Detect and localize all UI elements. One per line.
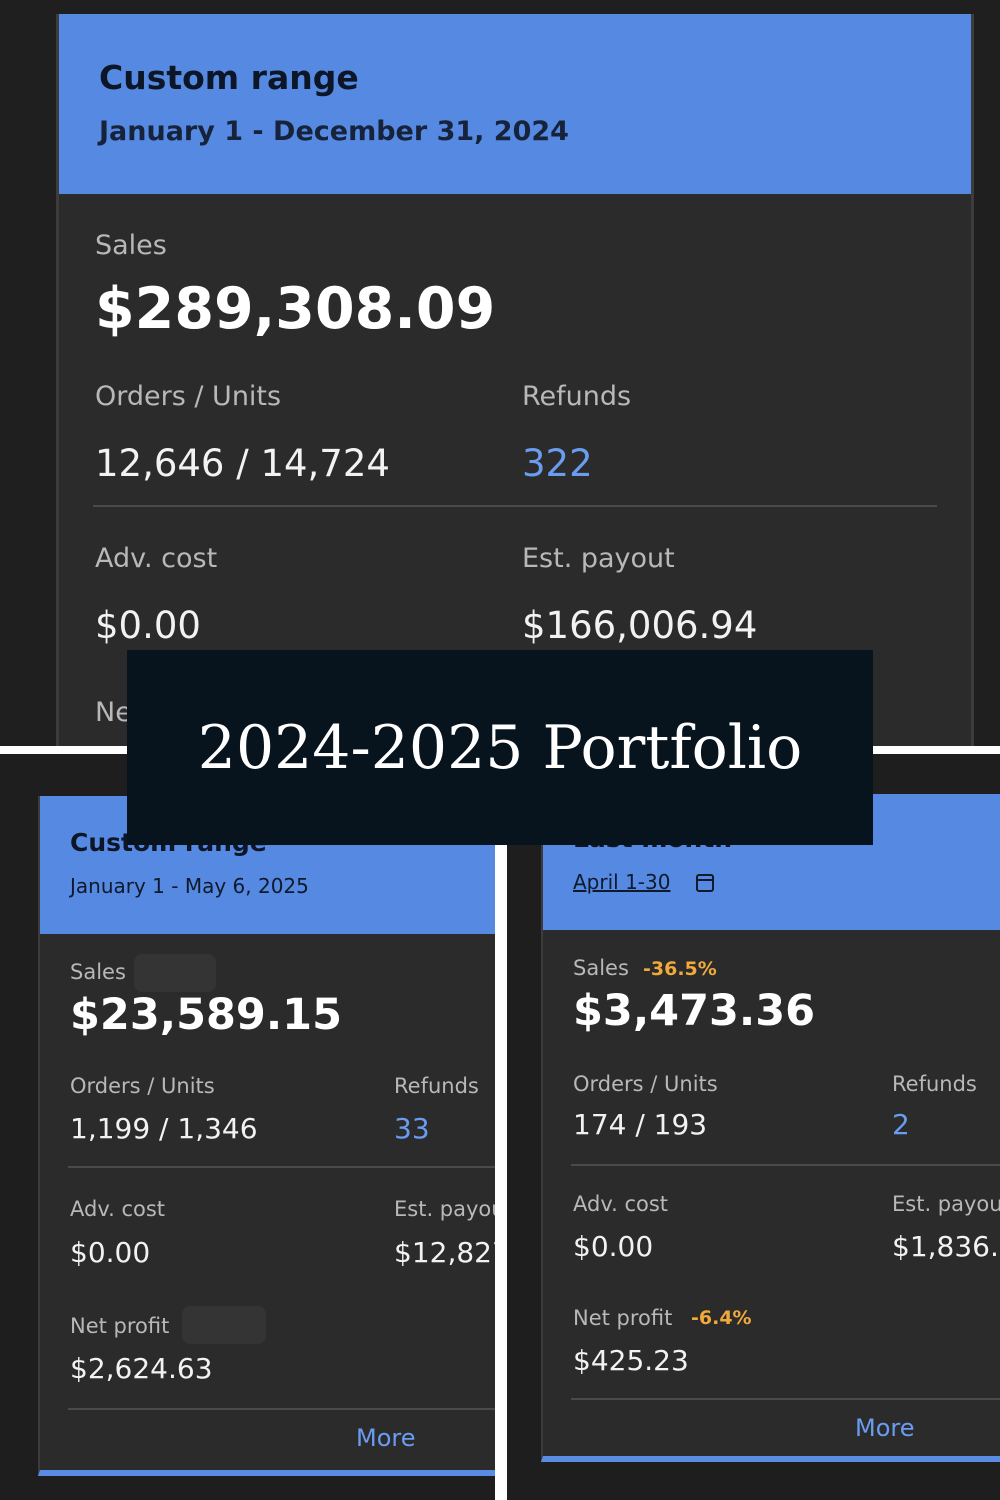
refunds-link[interactable]: 2 [892, 1108, 910, 1141]
refunds-label: Refunds [394, 1074, 479, 1098]
panel-2024: Custom range January 1 - December 31, 20… [0, 0, 1000, 746]
orders-units-value: 174 / 193 [573, 1108, 708, 1141]
summary-card-last-month: Last month April 1-30 Sales -36.5% $3,47… [541, 794, 1000, 1462]
banner-title: 2024-2025 Portfolio [197, 712, 803, 783]
refunds-link[interactable]: 322 [522, 442, 593, 485]
est-payout-label: Est. payou [394, 1197, 495, 1221]
sales-label: Sales [70, 960, 126, 984]
date-range-link[interactable]: April 1-30 [573, 870, 671, 894]
summary-card-2025-ytd: Custom range January 1 - May 6, 2025 Sal… [38, 796, 495, 1476]
sales-value: $3,473.36 [573, 986, 816, 1036]
adv-cost-value: $0.00 [573, 1230, 654, 1263]
divider [93, 505, 937, 507]
refunds-label: Refunds [892, 1072, 977, 1096]
est-payout-value: $166,006.94 [522, 604, 758, 647]
sales-label: Sales [573, 956, 629, 980]
more-link[interactable]: More [855, 1414, 915, 1442]
net-profit-label: Net profit [70, 1314, 170, 1338]
panel-last-month: Last month April 1-30 Sales -36.5% $3,47… [507, 754, 1000, 1500]
sales-value: $23,589.15 [70, 990, 343, 1040]
divider [571, 1398, 1000, 1400]
sales-label: Sales [95, 230, 167, 261]
card-title: Custom range [99, 58, 359, 97]
summary-card-2024: Custom range January 1 - December 31, 20… [56, 14, 974, 746]
calendar-icon[interactable] [696, 874, 714, 892]
adv-cost-label: Adv. cost [573, 1192, 669, 1216]
adv-cost-value: $0.00 [95, 604, 201, 647]
orders-units-value: 12,646 / 14,724 [95, 442, 390, 485]
divider [68, 1408, 495, 1410]
orders-units-label: Orders / Units [70, 1074, 215, 1098]
hidden-badge [182, 1306, 266, 1344]
est-payout-label: Est. payou [892, 1192, 1000, 1216]
orders-units-label: Orders / Units [573, 1072, 718, 1096]
orders-units-label: Orders / Units [95, 381, 282, 412]
net-profit-value: $2,624.63 [70, 1352, 213, 1385]
refunds-link[interactable]: 33 [394, 1112, 430, 1145]
hidden-badge [134, 954, 216, 992]
est-payout-value: $1,836.7 [892, 1230, 1000, 1263]
sales-value: $289,308.09 [95, 276, 496, 342]
more-link[interactable]: More [356, 1424, 416, 1452]
refunds-label: Refunds [522, 381, 632, 412]
orders-units-value: 1,199 / 1,346 [70, 1112, 258, 1145]
net-profit-value: $425.23 [573, 1344, 689, 1377]
est-payout-label: Est. payout [522, 543, 675, 574]
panel-2025-ytd: Custom range January 1 - May 6, 2025 Sal… [0, 754, 495, 1500]
divider [68, 1166, 495, 1168]
sales-change-badge: -36.5% [643, 958, 717, 980]
adv-cost-label: Adv. cost [70, 1197, 166, 1221]
net-profit-label: Net profit [573, 1306, 673, 1330]
card-header: Custom range January 1 - December 31, 20… [59, 14, 971, 194]
est-payout-value: $12,827 [394, 1236, 495, 1269]
net-profit-change-badge: -6.4% [691, 1307, 752, 1329]
adv-cost-label: Adv. cost [95, 543, 218, 574]
adv-cost-value: $0.00 [70, 1236, 151, 1269]
date-range: January 1 - December 31, 2024 [99, 116, 569, 147]
net-profit-label: Ne [95, 697, 132, 728]
title-banner: 2024-2025 Portfolio [127, 650, 873, 845]
divider [571, 1164, 1000, 1166]
collage-divider-vertical [495, 754, 507, 1500]
date-range: January 1 - May 6, 2025 [70, 874, 309, 898]
